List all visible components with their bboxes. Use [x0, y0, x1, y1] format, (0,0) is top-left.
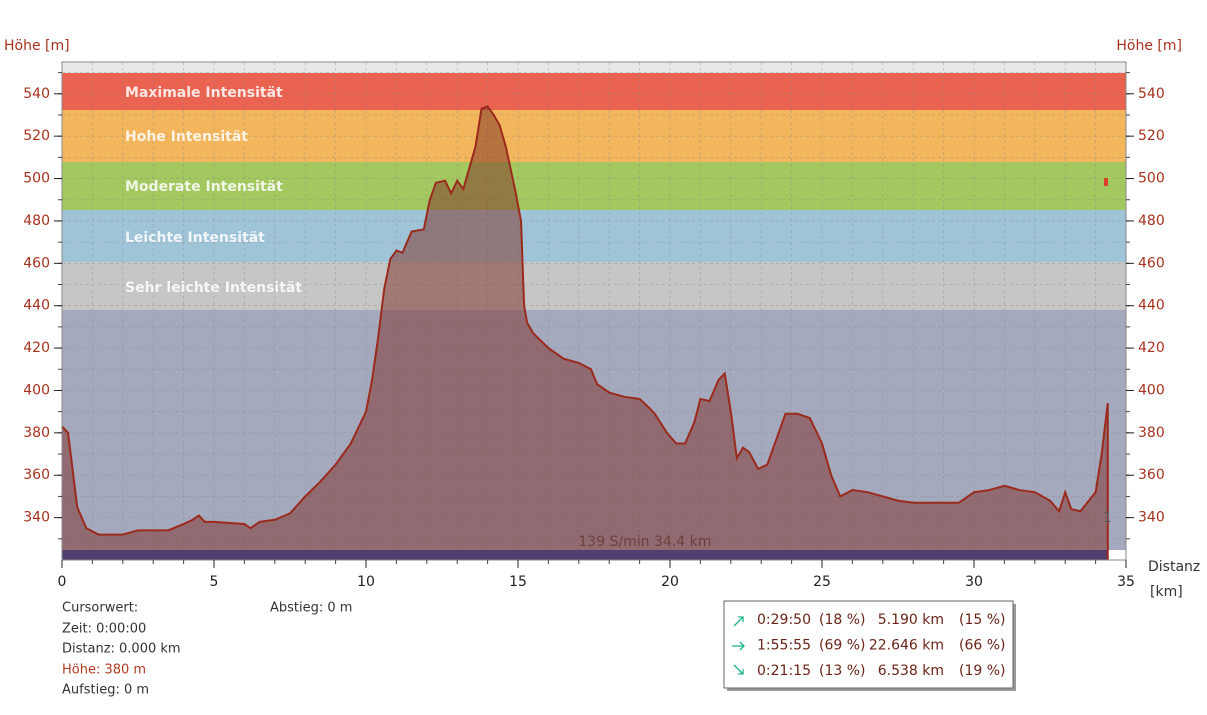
summary-cell: (19 %) — [959, 663, 1006, 679]
info-height: Höhe: 380 m — [62, 663, 146, 678]
arrows — [732, 616, 745, 675]
zone-labels: Maximale Intensität Hohe Intensität Mode… — [125, 85, 302, 296]
y2-tick-label: 500 — [1138, 171, 1165, 187]
x-tick-label: 35 — [1117, 574, 1135, 590]
zone-high — [62, 110, 1126, 162]
info-descent: Abstieg: 0 m — [270, 601, 352, 616]
y2-tick-label: 420 — [1138, 340, 1165, 356]
y2-tick-label: 380 — [1138, 425, 1165, 441]
summary-cell: 22.646 km — [869, 638, 944, 654]
y2-tick-label: 540 — [1138, 86, 1165, 102]
box — [723, 600, 1014, 689]
y-tick-label: 380 — [23, 425, 50, 441]
y-tick-label: 360 — [23, 467, 50, 483]
cursor-info: Cursorwert: Zeit: 0:00:00 Distanz: 0.000… — [62, 601, 352, 698]
arrow-up — [733, 616, 744, 627]
summary-box: 0:29:50 (18 %) 5.190 km (15 %) 1:55:55 (69 %)… — [723, 600, 1016, 691]
zone-label: Hohe Intensität — [125, 129, 248, 145]
x-tick-label: 10 — [357, 574, 375, 590]
x-tick-label: 25 — [813, 574, 831, 590]
y2-tick-label: 520 — [1138, 128, 1165, 144]
summary-cell: 1:55:55 — [757, 638, 811, 654]
summary-cell: (69 %) — [819, 638, 866, 654]
zone-label: Moderate Intensität — [125, 179, 283, 195]
info-time: Zeit: 0:00:00 — [62, 622, 146, 637]
x-axis-unit: [km] — [1150, 584, 1183, 600]
zone-label: Leichte Intensität — [125, 230, 265, 246]
y-tick-label: 400 — [23, 382, 50, 398]
summary-rows: 0:29:50 (18 %) 5.190 km (15 %) 1:55:55 (69 %)… — [757, 612, 1006, 679]
elevation-fill — [62, 106, 1108, 560]
y-tick-label: 520 — [23, 128, 50, 144]
summary-cell: (66 %) — [959, 638, 1006, 654]
y-tick-label: 500 — [23, 171, 50, 187]
x-tick-label: 0 — [58, 574, 67, 590]
arrow-down — [733, 664, 744, 675]
y-tick-label: 440 — [23, 298, 50, 314]
y2-tick-label: 440 — [1138, 298, 1165, 314]
zone-very-light — [62, 262, 1126, 310]
summary-cell: 5.190 km — [878, 612, 944, 628]
y-tick-label: 420 — [23, 340, 50, 356]
summary-cell: 0:29:50 — [757, 612, 811, 628]
x-tick-label: 30 — [965, 574, 983, 590]
marker-label: 1 — [1103, 510, 1112, 526]
summary-cell: (18 %) — [819, 612, 866, 628]
plot-frame — [61, 61, 1127, 561]
y2-tick-label: 460 — [1138, 255, 1165, 271]
x-tick-label: 5 — [210, 574, 219, 590]
y-tick-label: 460 — [23, 255, 50, 271]
summary-cell: (15 %) — [959, 612, 1006, 628]
y2-axis-label: Höhe [m] — [1116, 38, 1182, 54]
info-title: Cursorwert: — [62, 601, 138, 616]
y-tick-label: 340 — [23, 510, 50, 526]
y-tick-label: 480 — [23, 213, 50, 229]
arrow-flat — [732, 641, 745, 651]
y-axis-label: Höhe [m] — [4, 38, 70, 54]
x-tick-label: 20 — [661, 574, 679, 590]
x-tick-label: 15 — [509, 574, 527, 590]
summary-cell: 6.538 km — [878, 663, 944, 679]
info-ascent: Aufstieg: 0 m — [62, 683, 149, 698]
plot: 139 S/min 34.4 km — [61, 105, 1109, 560]
y2-tick-label: 340 — [1138, 510, 1165, 526]
y-tick-label: 540 — [23, 86, 50, 102]
cursor-indicator — [1104, 178, 1108, 186]
zone-light — [62, 210, 1126, 262]
y2-tick-label: 360 — [1138, 467, 1165, 483]
y2-tick-label: 400 — [1138, 382, 1165, 398]
zone-top — [62, 62, 1126, 73]
summary-cell: 0:21:15 — [757, 663, 811, 679]
summary-cell: (13 %) — [819, 663, 866, 679]
zone-max — [62, 73, 1126, 110]
y2-tick-label: 480 — [1138, 213, 1165, 229]
zone-label: Maximale Intensität — [125, 85, 283, 101]
elevation-line — [61, 105, 1109, 536]
zone-moderate — [62, 162, 1126, 210]
zone-label: Sehr leichte Intensität — [125, 280, 302, 296]
x-axis-label: Distanz — [1148, 559, 1200, 575]
info-distance: Distanz: 0.000 km — [62, 642, 181, 657]
